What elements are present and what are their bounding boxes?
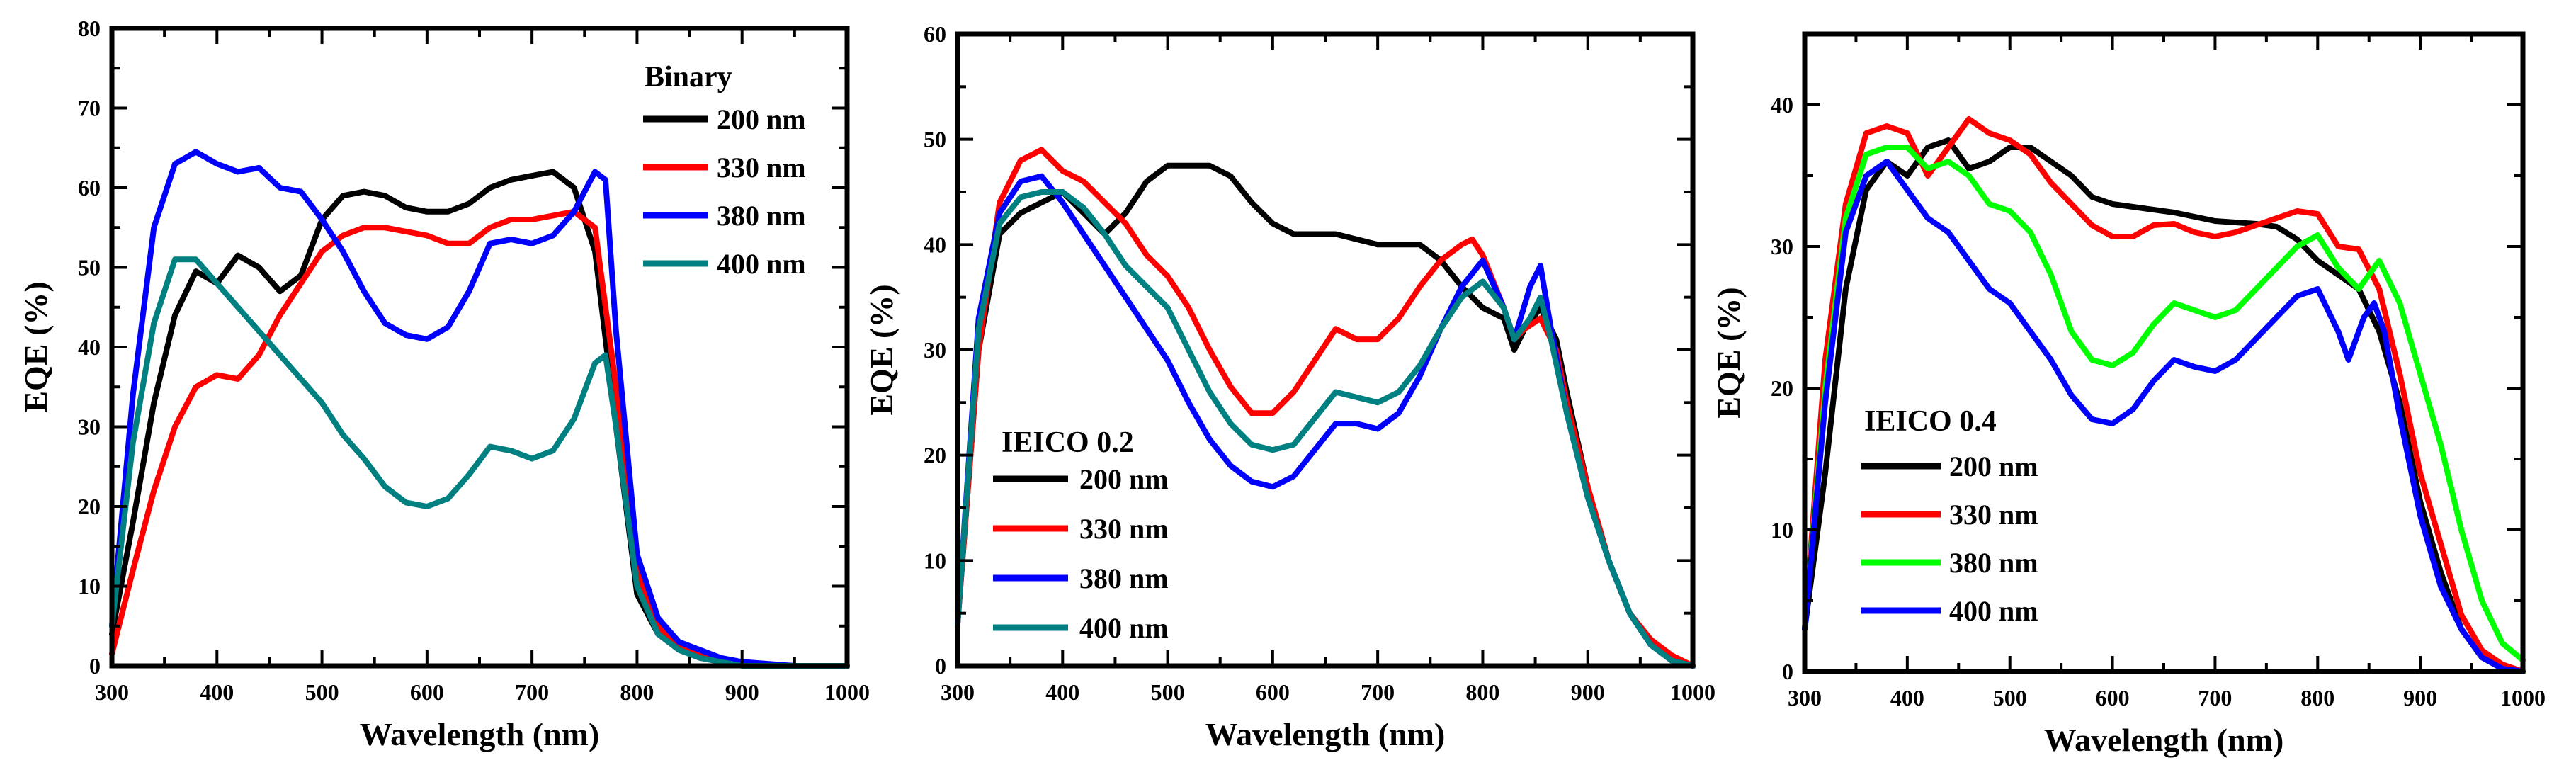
legend-label: 400 nm	[1949, 595, 2038, 627]
x-tick-label: 300	[1788, 685, 1822, 710]
x-tick-label: 600	[1256, 679, 1290, 705]
legend-label: 380 nm	[1949, 547, 2038, 579]
y-tick-label: 20	[1771, 375, 1793, 401]
x-tick-label: 600	[410, 679, 444, 705]
y-tick-label: 30	[1771, 234, 1793, 259]
series-line-400-nm	[1802, 159, 2526, 674]
y-tick-label: 40	[924, 232, 946, 257]
legend-label: 380 nm	[717, 200, 806, 232]
y-tick-label: 50	[924, 127, 946, 152]
series-line-330-nm	[109, 208, 850, 669]
x-tick-label: 400	[200, 679, 234, 705]
y-axis-title: EQE (%)	[863, 284, 900, 415]
x-tick-label: 400	[1045, 679, 1079, 705]
legend-title: IEICO 0.2	[1002, 426, 1134, 459]
legend-label: 200 nm	[717, 103, 806, 135]
x-tick-label: 600	[2096, 685, 2130, 710]
x-tick-label: 900	[2403, 685, 2437, 710]
x-tick-label: 300	[95, 679, 129, 705]
x-tick-label: 1000	[1670, 679, 1715, 705]
y-tick-label: 10	[78, 574, 101, 599]
x-axis-title: Wavelength (nm)	[360, 716, 600, 752]
x-tick-label: 400	[1890, 685, 1924, 710]
legend-label: 200 nm	[1949, 450, 2038, 482]
y-tick-label: 20	[924, 443, 946, 468]
y-tick-label: 30	[924, 337, 946, 363]
y-tick-label: 50	[78, 255, 101, 280]
y-tick-label: 0	[1782, 659, 1793, 684]
legend-label: 200 nm	[1079, 463, 1169, 495]
x-tick-label: 900	[725, 679, 759, 705]
y-tick-label: 40	[78, 334, 101, 360]
y-tick-label: 60	[78, 175, 101, 200]
x-tick-label: 900	[1571, 679, 1605, 705]
y-tick-label: 20	[78, 494, 101, 519]
y-tick-label: 40	[1771, 92, 1793, 118]
x-tick-label: 700	[515, 679, 549, 705]
plot-frame	[955, 31, 1696, 669]
x-axis-title: Wavelength (nm)	[1205, 716, 1446, 752]
y-tick-label: 10	[924, 548, 946, 573]
y-tick-label: 30	[78, 414, 101, 440]
x-tick-label: 300	[941, 679, 975, 705]
series-line-380-nm	[109, 149, 850, 669]
x-tick-label: 700	[2198, 685, 2232, 710]
x-tick-label: 500	[305, 679, 339, 705]
y-tick-label: 0	[935, 653, 946, 679]
y-tick-label: 70	[78, 96, 101, 121]
y-axis-title: EQE (%)	[18, 281, 54, 412]
legend-title: Binary	[645, 61, 732, 94]
series-line-380-nm	[955, 173, 1696, 669]
legend-label: 330 nm	[717, 152, 806, 183]
legend-label: 400 nm	[717, 248, 806, 280]
y-tick-label: 10	[1771, 517, 1793, 543]
x-tick-label: 500	[1993, 685, 2027, 710]
series-line-200-nm	[1802, 137, 2526, 674]
legend-label: 330 nm	[1949, 499, 2038, 531]
x-tick-label: 500	[1151, 679, 1185, 705]
series-line-400-nm	[109, 256, 850, 669]
legend-label: 400 nm	[1079, 612, 1169, 644]
legend-label: 330 nm	[1079, 513, 1169, 545]
x-tick-label: 1000	[824, 679, 870, 705]
series-line-400-nm	[955, 189, 1696, 669]
y-tick-label: 60	[924, 21, 946, 47]
x-tick-label: 700	[1361, 679, 1395, 705]
series-line-330-nm	[1802, 116, 2526, 674]
y-tick-label: 80	[78, 16, 101, 41]
x-axis-title: Wavelength (nm)	[2044, 722, 2284, 758]
y-axis-title: EQE (%)	[1710, 287, 1747, 418]
y-tick-label: 0	[89, 653, 101, 679]
series-line-200-nm	[109, 169, 850, 669]
legend-label: 380 nm	[1079, 562, 1169, 594]
x-tick-label: 800	[2300, 685, 2334, 710]
x-tick-label: 800	[620, 679, 654, 705]
series-line-200-nm	[955, 162, 1696, 669]
series-line-380-nm	[1802, 144, 2526, 663]
legend-title: IEICO 0.4	[1864, 405, 1997, 438]
x-tick-label: 1000	[2500, 685, 2546, 710]
x-tick-label: 800	[1465, 679, 1499, 705]
